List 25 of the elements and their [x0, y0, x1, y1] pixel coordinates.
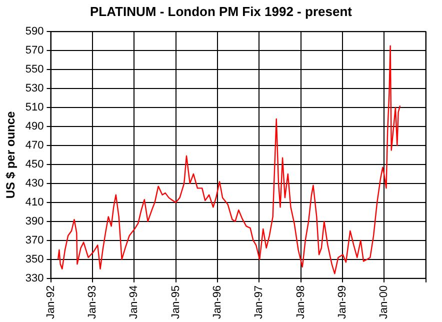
x-tick-label: Jan-97	[253, 285, 266, 320]
y-axis-title: US $ per ounce	[4, 110, 18, 199]
x-tick-label: Jan-98	[294, 285, 307, 320]
x-tick-label: Jan-96	[211, 285, 224, 320]
y-tick-label: 390	[25, 215, 44, 228]
y-tick-label: 510	[25, 102, 44, 114]
y-tick-label: 570	[25, 44, 44, 57]
x-tick-label: Jan-92	[44, 285, 57, 320]
y-tick-label: 370	[25, 234, 44, 246]
x-tick-label: Jan-93	[86, 285, 99, 320]
y-tick-label: 530	[25, 82, 44, 95]
y-tick-label: 430	[25, 177, 44, 190]
y-tick-label: 470	[25, 140, 44, 152]
y-tick-label: 490	[25, 120, 44, 133]
y-tick-label: 330	[25, 272, 44, 284]
chart-title: PLATINUM - London PM Fix 1992 - present	[89, 4, 353, 19]
x-tick-label: Jan-95	[170, 285, 182, 320]
y-tick-label: 590	[25, 26, 44, 38]
y-tick-label: 350	[25, 253, 44, 266]
x-tick-label: Jan-99	[336, 285, 348, 320]
y-tick-label: 550	[25, 64, 44, 76]
x-tick-label: Jan-94	[128, 285, 140, 320]
y-tick-label: 450	[25, 158, 44, 171]
y-tick-label: 410	[25, 196, 44, 208]
x-tick-label: Jan-00	[378, 285, 390, 320]
